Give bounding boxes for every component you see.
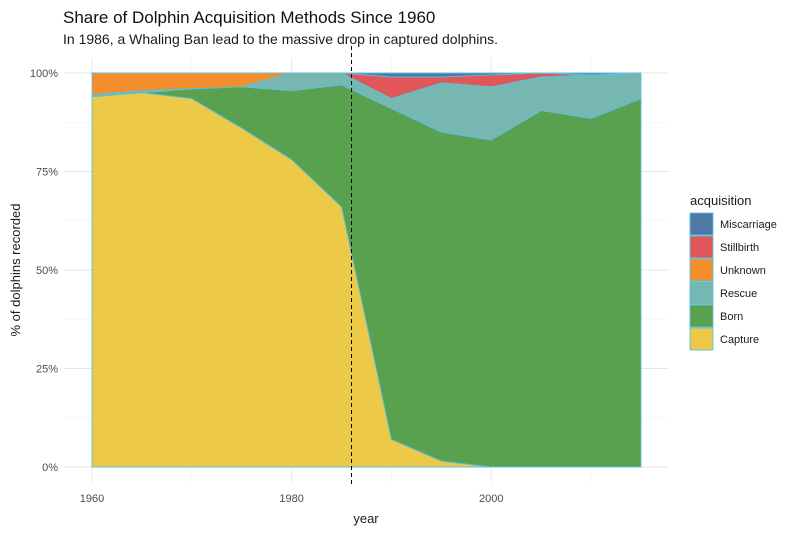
legend: acquisition Miscarriage Stillbirth Unknown… (689, 193, 777, 351)
legend-label-capture: Capture (720, 334, 759, 346)
y-tick-label: 100% (30, 68, 58, 80)
y-tick-label: 50% (36, 265, 58, 277)
y-tick-label: 25% (36, 364, 58, 376)
x-axis-ticks: 1960 1980 2000 (80, 493, 504, 505)
legend-key-miscarriage (689, 212, 714, 236)
legend-label-stillbirth: Stillbirth (720, 242, 759, 254)
legend-label-unknown: Unknown (720, 265, 766, 277)
legend-title: acquisition (690, 193, 751, 208)
legend-key-capture (689, 327, 714, 351)
stacked-areas (91, 72, 642, 468)
legend-key-stillbirth (689, 235, 714, 259)
area-miscarriage (91, 72, 642, 78)
y-axis-ticks: 0% 25% 50% 75% 100% (30, 68, 58, 474)
y-axis-title: % of dolphins recorded (8, 204, 23, 337)
legend-key-rescue (689, 281, 714, 305)
legend-label-rescue: Rescue (720, 288, 757, 300)
x-tick-label: 1960 (80, 493, 104, 505)
x-tick-label: 1980 (279, 493, 303, 505)
x-tick-label: 2000 (479, 493, 503, 505)
x-axis-title: year (353, 511, 379, 526)
legend-key-born (689, 304, 714, 328)
legend-label-born: Born (720, 311, 743, 323)
legend-label-miscarriage: Miscarriage (720, 219, 777, 231)
chart-subtitle: In 1986, a Whaling Ban lead to the massi… (63, 31, 498, 47)
y-tick-label: 75% (36, 167, 58, 179)
chart-title: Share of Dolphin Acquisition Methods Sin… (63, 8, 435, 27)
legend-key-unknown (689, 258, 714, 282)
y-tick-label: 0% (42, 462, 58, 474)
